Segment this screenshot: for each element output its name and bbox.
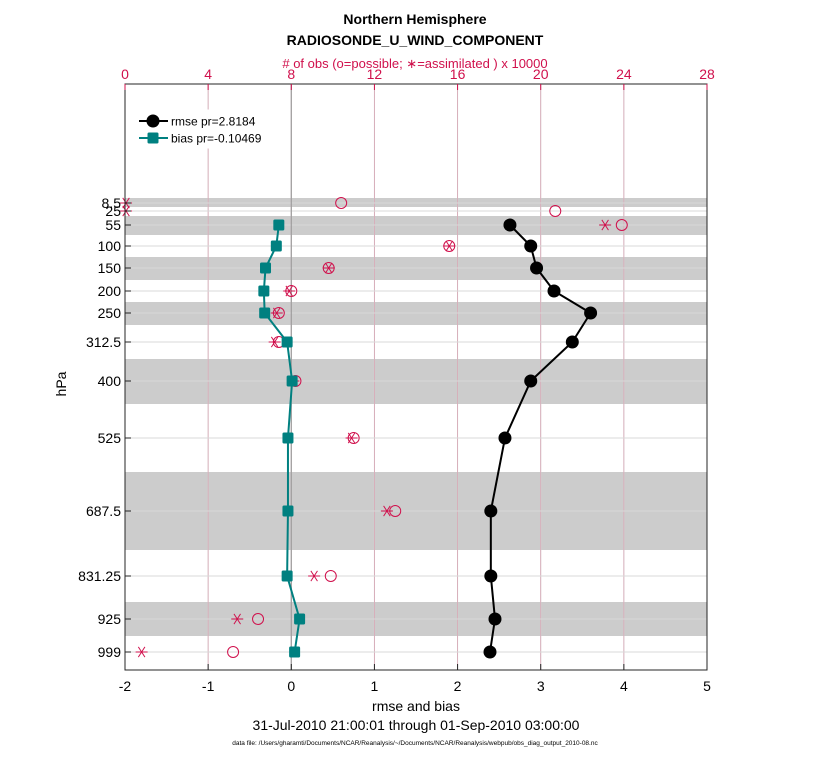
bias-point	[294, 613, 306, 625]
rmse-point	[565, 335, 579, 349]
obs-possible-marker	[549, 205, 562, 217]
rmse-point	[498, 431, 512, 445]
y-tick-label: 831.25	[78, 568, 121, 584]
x-tick-label: 4	[620, 678, 628, 694]
rmse-point	[483, 645, 497, 659]
top-tick-label: 20	[533, 66, 549, 82]
y-tick-label: 25	[105, 203, 121, 219]
legend-entry-label: rmse pr=2.8184	[171, 115, 256, 129]
top-tick-label: 16	[450, 66, 466, 82]
rmse-point	[530, 261, 544, 275]
y-tick-label: 100	[98, 238, 122, 254]
obs-possible-marker	[335, 197, 348, 209]
y-tick-label: 150	[98, 260, 122, 276]
obs-assimilated-marker	[345, 432, 358, 444]
chart-subtitle: RADIOSONDE_U_WIND_COMPONENT	[287, 32, 544, 48]
y-tick-label: 400	[98, 373, 122, 389]
legend-entry-label: bias pr=-0.10469	[171, 132, 262, 146]
x-tick-label: -2	[119, 678, 132, 694]
top-axis-label: # of obs (o=possible; ∗=assimilated ) x …	[282, 56, 547, 71]
x-tick-label: 5	[703, 678, 711, 694]
obs-assimilated-marker	[283, 285, 296, 297]
y-tick-label: 55	[105, 217, 121, 233]
shaded-bands	[125, 198, 707, 636]
bias-point	[282, 505, 294, 517]
axis-ticks: -2 -1 0 1 2 3 4 50 4 8 12 16 20 24 288.525551001502002…	[78, 66, 715, 694]
bias-point	[258, 285, 270, 297]
top-tick-label: 28	[699, 66, 715, 82]
y-tick-label: 525	[98, 430, 122, 446]
top-tick-label: 24	[616, 66, 632, 82]
rmse-point	[584, 306, 598, 320]
rmse-point	[547, 284, 561, 298]
obs-assimilated-marker	[380, 505, 393, 517]
y-axis-label: hPa	[53, 371, 69, 396]
x-axis-label: rmse and bias	[372, 698, 460, 714]
obs-assimilated-marker	[231, 613, 244, 625]
top-tick-label: 0	[121, 66, 129, 82]
obs-possible-marker	[252, 613, 265, 625]
y-tick-label: 999	[98, 644, 122, 660]
bias-point	[282, 432, 294, 444]
y-tick-label: 200	[98, 283, 122, 299]
obs-possible-marker	[615, 219, 628, 231]
top-tick-label: 8	[287, 66, 295, 82]
bias-point	[260, 262, 272, 274]
obs-possible-marker	[324, 570, 337, 582]
obs-assimilated-marker	[268, 336, 281, 348]
y-tick-label: 687.5	[86, 503, 121, 519]
data-file-footnote: data file: /Users/gharamti/Documents/NCA…	[232, 740, 598, 747]
legend-swatch-marker	[147, 132, 159, 144]
obs-assimilated-marker	[270, 307, 283, 319]
y-tick-label: 312.5	[86, 334, 121, 350]
rmse-point	[524, 374, 538, 388]
rmse-point	[484, 569, 498, 583]
bias-point	[281, 336, 293, 348]
obs-possible-marker	[227, 646, 240, 658]
top-tick-label: 12	[367, 66, 383, 82]
y-tick-label: 250	[98, 305, 122, 321]
y-tick-label: 925	[98, 611, 122, 627]
rmse-point	[524, 239, 538, 253]
plot-area-frame	[124, 83, 708, 671]
rmse-point	[503, 218, 517, 232]
obs-assimilated-marker	[443, 240, 456, 252]
legend: rmse pr=2.8184 bias pr=-0.10469	[133, 109, 281, 149]
chart-title: Northern Hemisphere	[343, 11, 486, 27]
date-range-label: 31-Jul-2010 21:00:01 through 01-Sep-2010…	[253, 717, 580, 733]
obs-assimilated-marker	[135, 646, 148, 658]
x-tick-label: 2	[454, 678, 462, 694]
obs-assimilated-marker	[308, 570, 321, 582]
bias-point	[270, 240, 282, 252]
rmse-point	[488, 612, 502, 626]
series-layer	[120, 197, 628, 659]
top-tick-label: 4	[204, 66, 212, 82]
bias-point	[289, 646, 301, 658]
rmse-point	[484, 504, 498, 518]
x-tick-label: -1	[202, 678, 215, 694]
bias-point	[286, 375, 298, 387]
bias-point	[259, 307, 271, 319]
x-tick-label: 3	[537, 678, 545, 694]
y-tick-label: 8.5	[102, 195, 122, 211]
x-tick-label: 0	[287, 678, 295, 694]
bias-point	[281, 570, 293, 582]
x-tick-label: 1	[371, 678, 379, 694]
legend-swatch-marker	[146, 114, 160, 128]
obs-assimilated-marker	[322, 262, 335, 274]
bias-point	[273, 219, 285, 231]
obs-assimilated-marker	[599, 219, 612, 231]
